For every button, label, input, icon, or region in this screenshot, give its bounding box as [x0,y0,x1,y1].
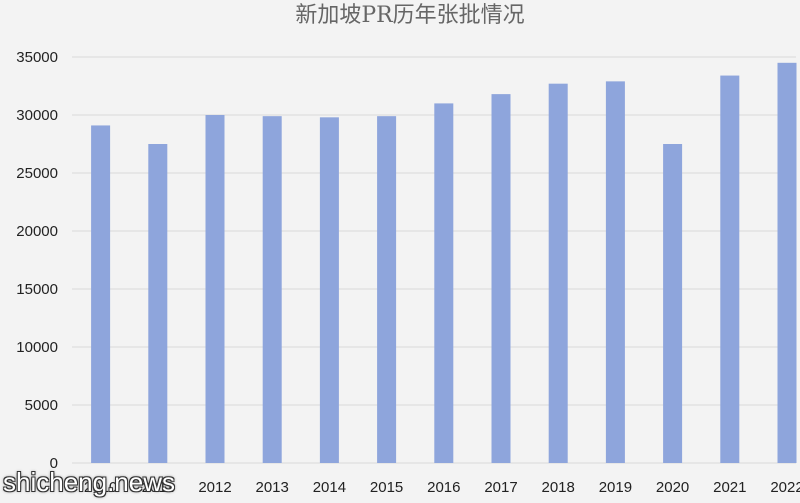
bar-2018 [548,83,568,464]
bar-2010 [91,125,111,463]
y-tick-label: 15000 [16,281,58,298]
bar-2015 [377,116,397,463]
x-tick-label: 2011 [142,479,174,496]
y-tick-label: 25000 [16,165,58,182]
bar-2016 [434,103,454,464]
y-tick-label: 30000 [16,107,58,124]
x-tick-label: 2012 [198,479,231,496]
x-tick-label: 2021 [713,479,746,496]
bar-2012 [205,115,225,463]
bar-2014 [319,117,339,463]
bar-2021 [720,75,740,463]
y-tick-label: 35000 [16,49,58,66]
bar-2017 [491,94,511,464]
x-tick-label: 2020 [656,479,689,496]
bar-2019 [605,81,625,464]
x-tick-label: 2017 [484,479,517,496]
y-axis-ticks: 0 5000 10000 15000 20000 25000 30000 35000 [16,49,58,472]
bar-2020 [663,144,683,463]
x-tick-label: 2016 [427,479,460,496]
x-tick-label: 2022 [770,479,800,496]
y-tick-label: 10000 [16,339,58,356]
gridlines [72,56,796,464]
y-tick-label: 5000 [25,397,58,414]
watermark-text: shicheng.news [3,467,175,497]
y-tick-label: 0 [50,455,58,472]
x-tick-label: 2018 [542,479,575,496]
bar-2013 [262,116,282,463]
x-tick-label: 2019 [599,479,632,496]
bar-2022 [777,62,797,464]
x-tick-label: 2013 [256,479,289,496]
x-axis-ticks: 2010 2011 2012 2013 2014 2015 2016 2017 2018 2019… [84,479,800,496]
chart-title: 新加坡PR历年张批情况 [295,3,524,28]
x-tick-label: 2014 [313,479,346,496]
x-tick-label: 2010 [84,479,117,496]
bar-2011 [148,144,168,463]
y-tick-label: 20000 [16,223,58,240]
x-tick-label: 2015 [370,479,403,496]
bars [91,62,797,464]
